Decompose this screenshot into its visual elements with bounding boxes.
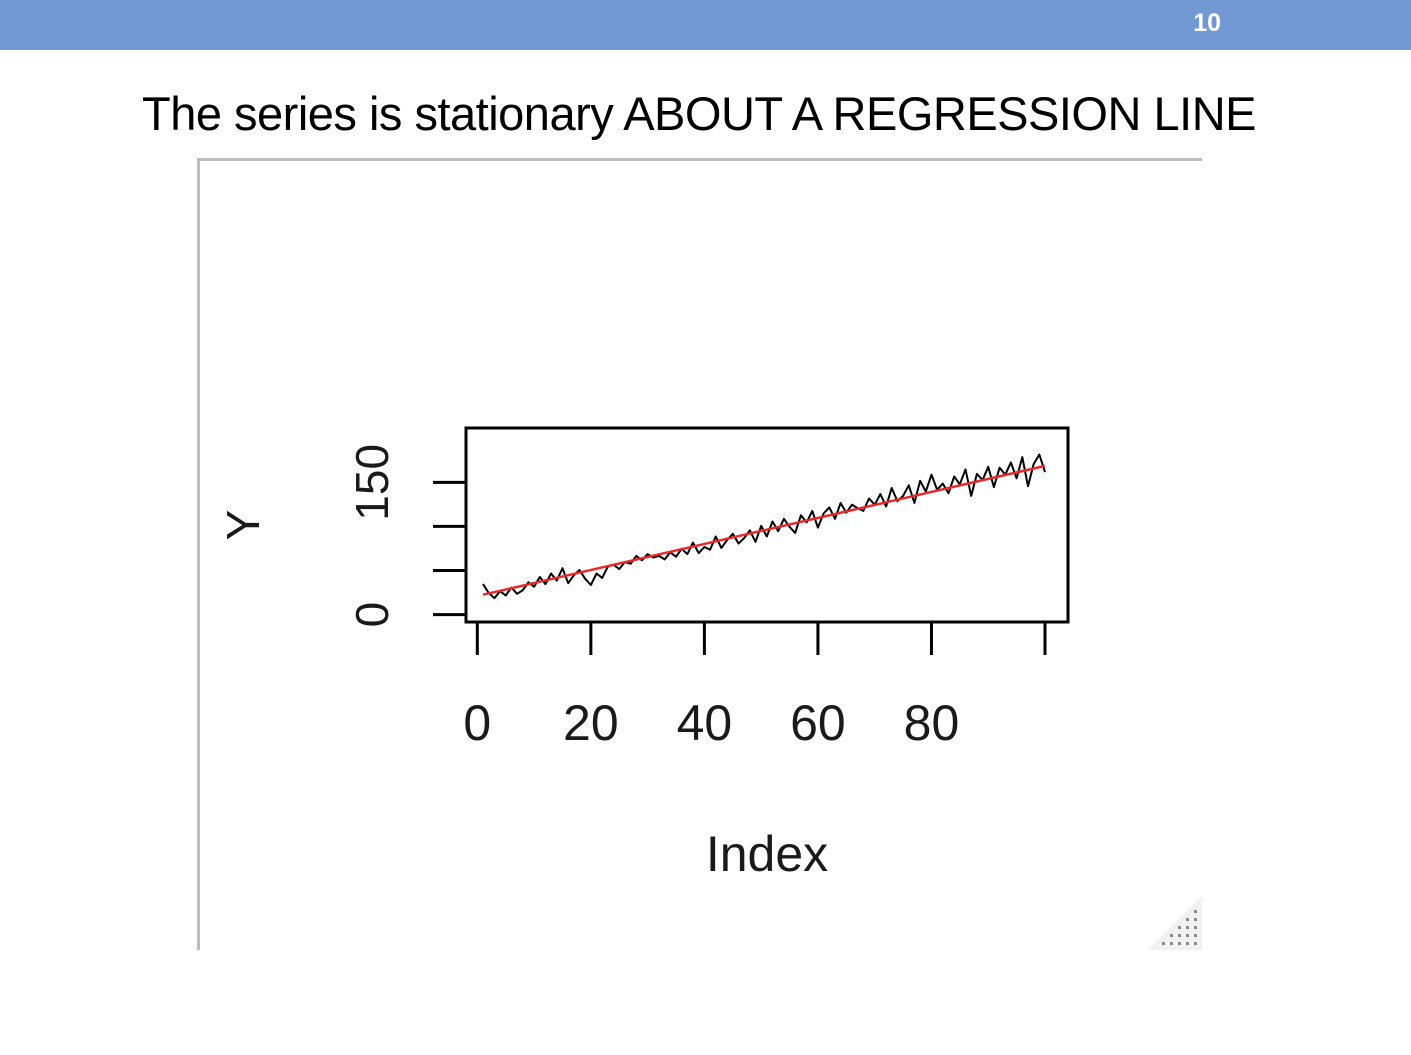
x-tick-label: 0 bbox=[463, 695, 491, 751]
x-tick-label: 20 bbox=[563, 695, 619, 751]
figure-frame bbox=[197, 158, 1202, 950]
x-axis: 0 20 40 60 80 bbox=[463, 620, 1048, 751]
x-tick-label: 80 bbox=[904, 695, 960, 751]
x-tick-label: 40 bbox=[677, 695, 733, 751]
x-axis-label: Index bbox=[706, 826, 828, 882]
slide-number: 10 bbox=[1193, 9, 1221, 37]
regression-line bbox=[482, 464, 1046, 596]
x-tick-label: 60 bbox=[790, 695, 846, 751]
y-axis-label: Y bbox=[217, 510, 269, 541]
y-axis: 0 150 bbox=[346, 444, 468, 628]
series-layer bbox=[482, 453, 1046, 600]
y-tick-label: 150 bbox=[346, 444, 398, 521]
resize-grip-icon[interactable] bbox=[1148, 896, 1202, 950]
header-bar: 10 bbox=[0, 0, 1411, 50]
slide-title: The series is stationary ABOUT A REGRESS… bbox=[142, 87, 1256, 140]
y-tick-label: 0 bbox=[346, 602, 398, 628]
plot-box bbox=[464, 426, 1070, 624]
